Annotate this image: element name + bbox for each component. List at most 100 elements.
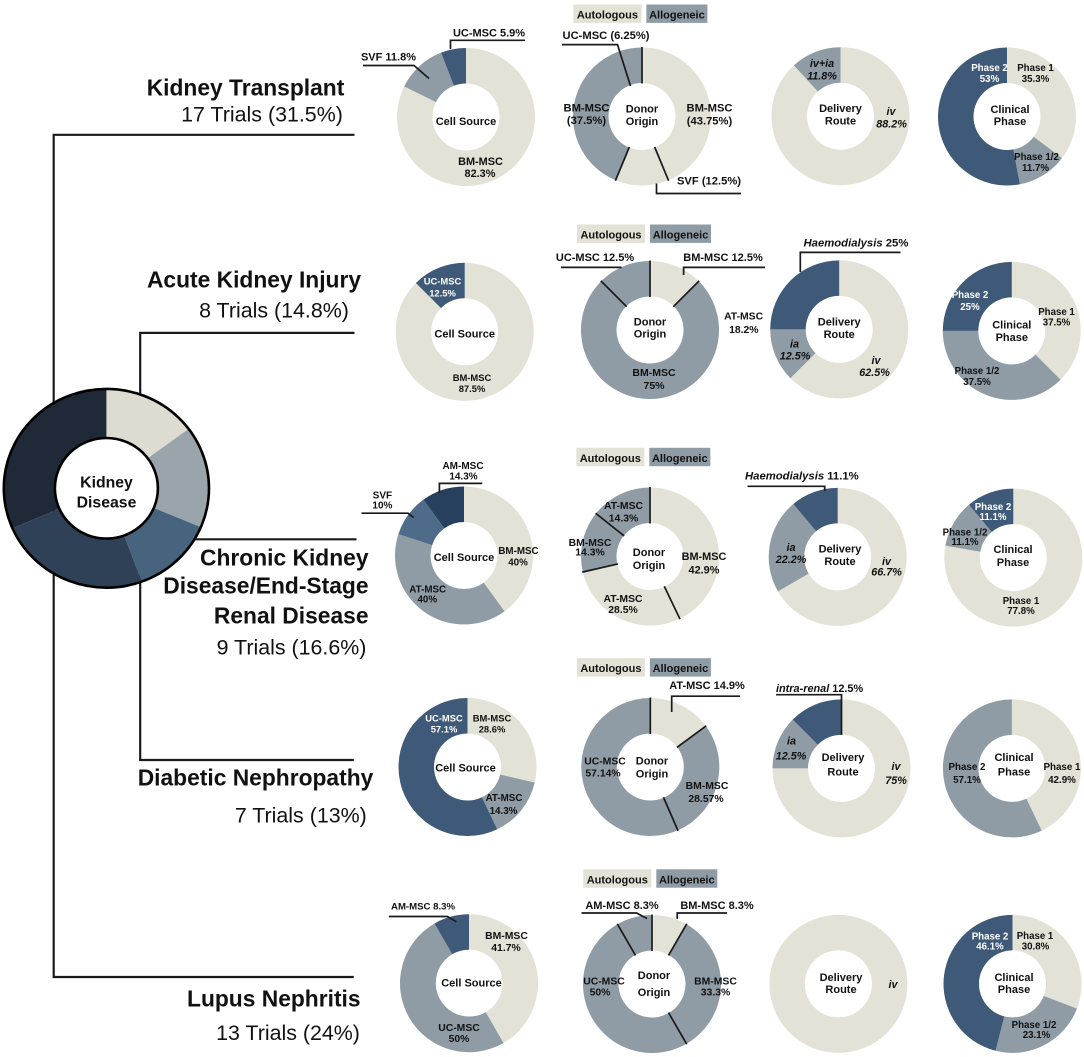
svg-text:AT-MSC: AT-MSC (409, 585, 446, 596)
svg-text:Phase: Phase (997, 557, 1029, 569)
svg-text:Donor: Donor (638, 970, 671, 982)
svg-text:BM-MSC: BM-MSC (485, 931, 528, 942)
svg-text:Phase 1: Phase 1 (1043, 762, 1081, 773)
svg-text:Autologous: Autologous (580, 663, 641, 675)
svg-text:iv: iv (888, 979, 898, 991)
svg-text:UC-MSC: UC-MSC (438, 1023, 480, 1034)
svg-text:50%: 50% (449, 1034, 470, 1045)
svg-text:28.57%: 28.57% (688, 794, 723, 805)
svg-text:11.1%: 11.1% (952, 537, 979, 548)
svg-text:14.3%: 14.3% (609, 514, 638, 525)
svg-text:9 Trials (16.6%): 9 Trials (16.6%) (217, 636, 367, 660)
svg-text:AT-MSC 14.9%: AT-MSC 14.9% (669, 680, 745, 692)
svg-text:42.9%: 42.9% (1048, 775, 1076, 786)
svg-text:Phase 2: Phase 2 (948, 762, 986, 773)
svg-text:Phase 2: Phase 2 (952, 290, 989, 301)
svg-text:28.6%: 28.6% (479, 724, 506, 735)
svg-text:iv: iv (891, 761, 901, 773)
svg-text:SVF (12.5%): SVF (12.5%) (677, 176, 741, 188)
svg-text:BM-MSC: BM-MSC (564, 103, 610, 115)
svg-text:Route: Route (824, 329, 855, 341)
svg-text:82.3%: 82.3% (465, 168, 496, 180)
svg-text:Origin: Origin (626, 116, 659, 128)
svg-text:Clinical: Clinical (994, 752, 1033, 764)
svg-text:42.9%: 42.9% (689, 565, 720, 577)
svg-text:Haemodialysis 11.1%: Haemodialysis 11.1% (745, 471, 859, 483)
svg-text:UC-MSC 5.9%: UC-MSC 5.9% (453, 28, 525, 40)
svg-text:Clinical: Clinical (992, 320, 1031, 332)
svg-text:(37.5%): (37.5%) (567, 115, 606, 127)
svg-text:37.5%: 37.5% (1043, 318, 1071, 329)
svg-text:Route: Route (825, 116, 856, 128)
svg-text:UC-MSC 12.5%: UC-MSC 12.5% (556, 252, 634, 264)
svg-text:23.1%: 23.1% (1023, 1030, 1051, 1041)
svg-text:BM-MSC: BM-MSC (682, 551, 727, 563)
svg-text:12.5%: 12.5% (429, 288, 456, 299)
svg-text:Cell Source: Cell Source (434, 329, 495, 341)
svg-text:AT-MSC: AT-MSC (486, 793, 523, 804)
svg-text:Phase 2: Phase 2 (971, 63, 1008, 74)
svg-text:8 Trials (14.8%): 8 Trials (14.8%) (199, 298, 349, 322)
svg-text:Origin: Origin (636, 769, 669, 781)
svg-text:Kidney: Kidney (80, 474, 133, 491)
svg-text:35.3%: 35.3% (1022, 74, 1050, 85)
svg-text:Haemodialysis 25%: Haemodialysis 25% (804, 238, 909, 250)
svg-text:7 Trials (13%): 7 Trials (13%) (235, 804, 367, 828)
svg-text:57.14%: 57.14% (585, 769, 620, 780)
svg-text:BM-MSC 8.3%: BM-MSC 8.3% (680, 900, 754, 912)
svg-text:Allogeneic: Allogeneic (659, 874, 715, 886)
svg-text:Lupus Nephritis: Lupus Nephritis (187, 986, 361, 1012)
svg-text:iv: iv (886, 106, 896, 118)
svg-text:Delivery: Delivery (818, 317, 862, 329)
svg-text:17 Trials (31.5%): 17 Trials (31.5%) (181, 103, 343, 127)
svg-text:Clinical: Clinical (993, 544, 1032, 556)
svg-text:BM-MSC: BM-MSC (569, 538, 612, 549)
svg-text:14.3%: 14.3% (575, 548, 604, 559)
svg-text:intra-renal 12.5%: intra-renal 12.5% (776, 683, 863, 695)
svg-text:Allogeneic: Allogeneic (652, 453, 708, 465)
svg-text:Phase 2: Phase 2 (975, 502, 1012, 513)
svg-text:ia: ia (790, 339, 799, 351)
svg-text:BM-MSC: BM-MSC (498, 546, 538, 557)
svg-text:UC-MSC: UC-MSC (424, 276, 462, 287)
svg-text:UC-MSC: UC-MSC (425, 713, 463, 724)
svg-text:75%: 75% (885, 775, 907, 787)
svg-text:46.1%: 46.1% (976, 942, 1004, 953)
svg-text:Autologous: Autologous (580, 453, 641, 465)
svg-text:Allogeneic: Allogeneic (653, 230, 709, 242)
svg-text:Kidney Transplant: Kidney Transplant (147, 75, 345, 101)
svg-text:57.1%: 57.1% (953, 775, 981, 786)
svg-text:40%: 40% (508, 558, 528, 569)
svg-text:Allogeneic: Allogeneic (649, 10, 705, 22)
svg-text:37.5%: 37.5% (963, 377, 991, 388)
svg-text:Acute Kidney Injury: Acute Kidney Injury (147, 267, 361, 293)
svg-text:UC-MSC: UC-MSC (583, 977, 625, 988)
svg-text:Cell Source: Cell Source (441, 978, 502, 990)
svg-text:Phase: Phase (994, 116, 1026, 128)
svg-text:Phase: Phase (998, 767, 1030, 779)
svg-text:Origin: Origin (638, 987, 671, 999)
svg-text:Phase 1: Phase 1 (1017, 931, 1054, 942)
svg-text:13 Trials (24%): 13 Trials (24%) (216, 1021, 360, 1045)
svg-text:Phase 1: Phase 1 (1017, 63, 1054, 74)
svg-text:88.2%: 88.2% (876, 119, 907, 131)
svg-text:Phase 1/2: Phase 1/2 (955, 366, 1000, 377)
svg-text:Clinical: Clinical (990, 104, 1029, 116)
svg-text:57.1%: 57.1% (431, 724, 458, 735)
svg-text:BM-MSC: BM-MSC (473, 713, 512, 724)
svg-text:iv+ia: iv+ia (810, 58, 834, 70)
svg-text:Disease: Disease (77, 494, 137, 511)
svg-text:SVF 11.8%: SVF 11.8% (361, 52, 416, 64)
svg-text:Delivery: Delivery (820, 972, 864, 984)
svg-text:BM-MSC: BM-MSC (453, 372, 492, 383)
svg-text:BM-MSC: BM-MSC (687, 103, 733, 115)
svg-text:11.8%: 11.8% (807, 71, 837, 83)
svg-text:10%: 10% (372, 501, 392, 512)
svg-text:14.3%: 14.3% (449, 472, 477, 483)
svg-text:Donor: Donor (626, 104, 659, 116)
svg-text:Origin: Origin (633, 560, 666, 572)
svg-text:AM-MSC 8.3%: AM-MSC 8.3% (391, 902, 455, 913)
svg-text:Delivery: Delivery (819, 103, 863, 115)
svg-text:BM-MSC: BM-MSC (632, 367, 676, 379)
svg-text:12.5%: 12.5% (780, 351, 811, 363)
